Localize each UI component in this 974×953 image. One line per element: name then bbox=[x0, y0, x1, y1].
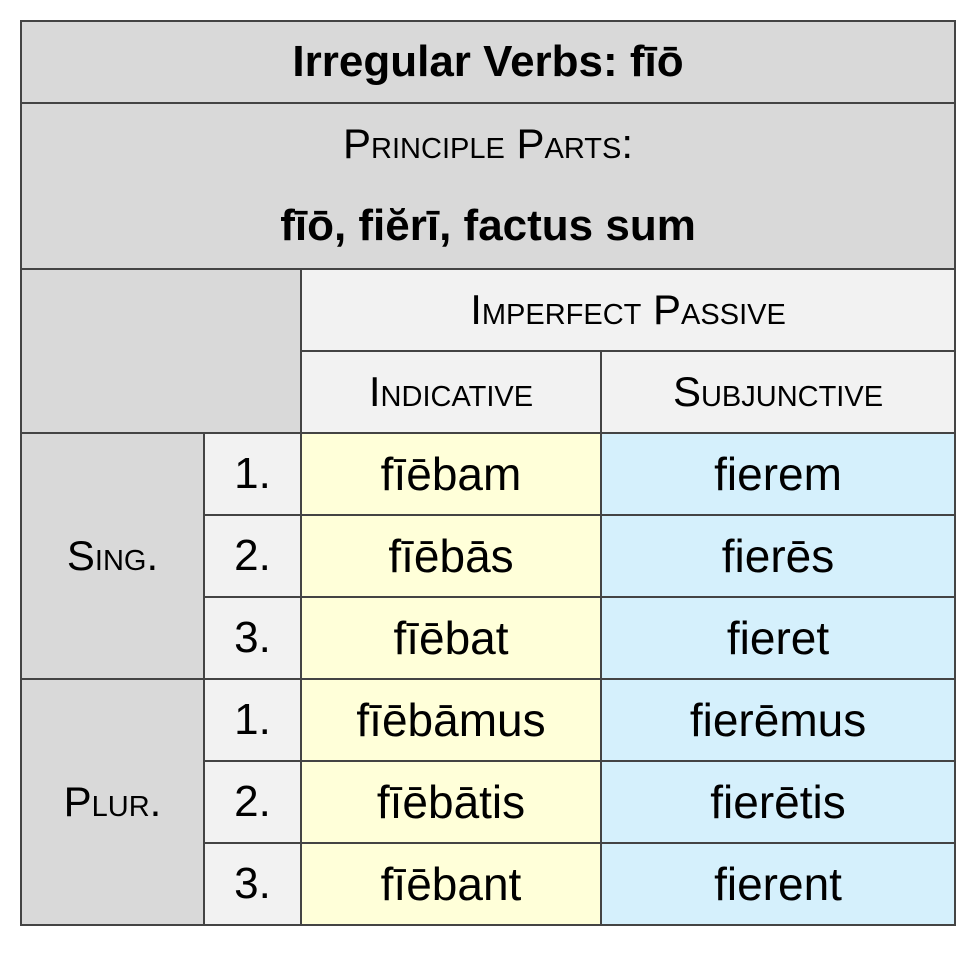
person-cell: 3. bbox=[203, 596, 302, 680]
table-row: Plur. 1. fīēbāmus fierēmus bbox=[20, 678, 957, 926]
table-row: Sing. 1. fīēbam fierem bbox=[20, 432, 957, 680]
table-row: 3. fīēbat fieret bbox=[21, 596, 957, 680]
subjunctive-form: fierētis bbox=[599, 760, 957, 844]
subjunctive-form: fierēs bbox=[599, 514, 957, 598]
indicative-form: fīēbāmus bbox=[300, 678, 602, 762]
subjunctive-form: fieret bbox=[599, 596, 957, 680]
table-row: 2. fīēbās fierēs bbox=[21, 514, 957, 598]
indicative-form: fīēbās bbox=[300, 514, 602, 598]
table-row: 3. fīēbant fierent bbox=[21, 842, 957, 926]
subjunctive-form: fierem bbox=[599, 432, 957, 516]
person-cell: 2. bbox=[203, 760, 302, 844]
tense-header: Imperfect Passive bbox=[299, 268, 957, 352]
subjunctive-header: Subjunctive bbox=[599, 350, 957, 434]
person-cell: 1. bbox=[203, 432, 302, 516]
person-cell: 3. bbox=[203, 842, 302, 926]
principle-parts-forms: fīō, fiĕrī, factus sum bbox=[280, 201, 696, 251]
number-label-plural: Plur. bbox=[20, 678, 205, 926]
conjugation-table: Irregular Verbs: fīō Principle Parts: fī… bbox=[19, 20, 957, 926]
number-label-singular: Sing. bbox=[20, 432, 205, 680]
subjunctive-form: fierēmus bbox=[599, 678, 957, 762]
corner-cell bbox=[20, 268, 302, 434]
table-title: Irregular Verbs: fīō bbox=[19, 20, 957, 104]
person-cell: 1. bbox=[203, 678, 302, 762]
indicative-header: Indicative bbox=[300, 350, 602, 434]
principle-parts-cell: Principle Parts: fīō, fiĕrī, factus sum bbox=[19, 102, 957, 270]
table-row: 2. fīēbātis fierētis bbox=[21, 760, 957, 844]
indicative-form: fīēbant bbox=[300, 842, 602, 926]
person-cell: 2. bbox=[203, 514, 302, 598]
indicative-form: fīēbātis bbox=[300, 760, 602, 844]
principle-parts-label: Principle Parts: bbox=[343, 120, 633, 168]
subjunctive-form: fierent bbox=[599, 842, 957, 926]
indicative-form: fīēbam bbox=[300, 432, 602, 516]
indicative-form: fīēbat bbox=[300, 596, 602, 680]
